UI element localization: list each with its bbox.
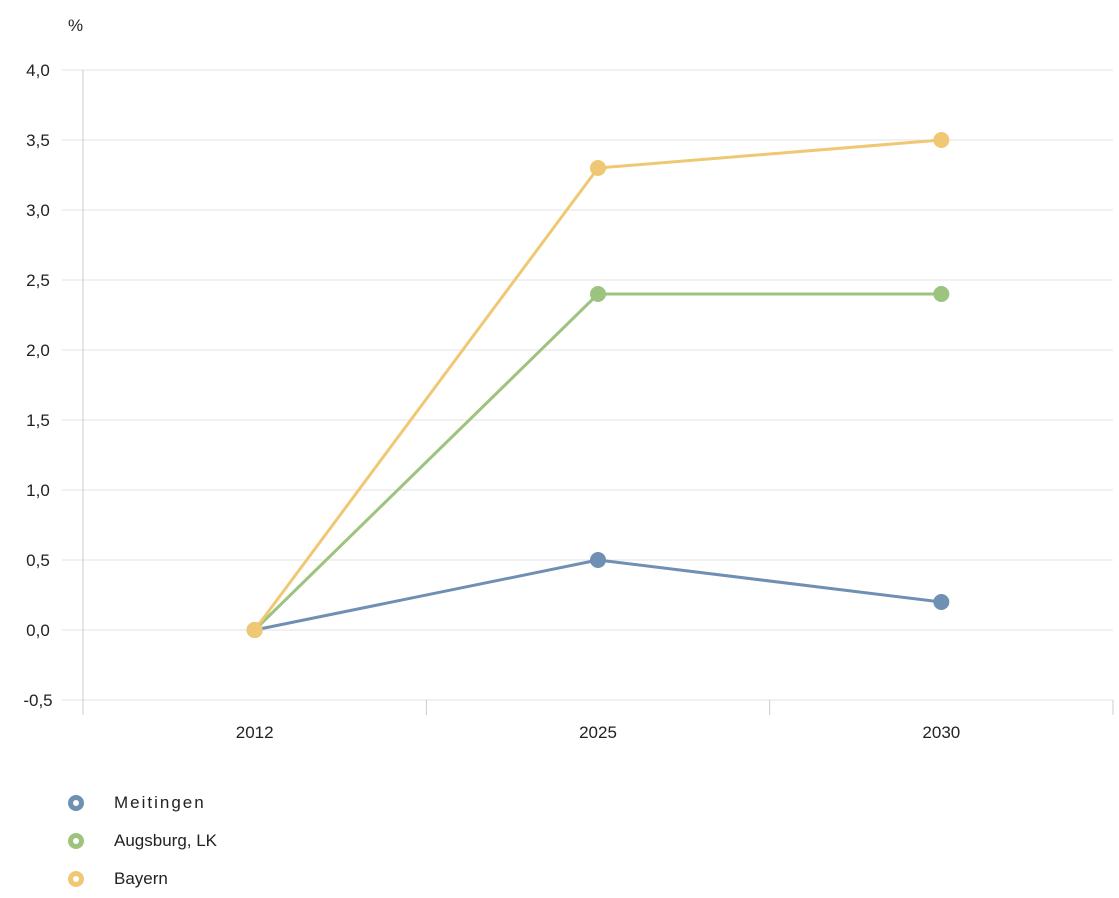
grid-lines: [62, 69, 1113, 701]
data-point-bayern[interactable]: [590, 160, 606, 176]
data-point-augsburg-lk[interactable]: [933, 286, 950, 302]
series-line-meitingen: [254, 558, 942, 632]
legend-marker-bayern: [68, 871, 84, 887]
y-tick-label: 4,0: [26, 61, 50, 80]
data-point-augsburg-lk[interactable]: [590, 286, 606, 302]
y-tick-labels: -0,5 0,0 0,5 1,0 1,5 2,0 2,5 3,0 3,5 4,0: [23, 61, 52, 710]
legend-item-meitingen[interactable]: Meitingen: [68, 784, 217, 822]
legend-marker-meitingen: [68, 795, 84, 811]
legend-item-bayern[interactable]: Bayern: [68, 860, 217, 898]
legend-item-augsburg-lk[interactable]: Augsburg, LK: [68, 822, 217, 860]
y-tick-label: 2,5: [26, 271, 50, 290]
legend-label-meitingen: Meitingen: [114, 793, 206, 812]
x-tick-label: 2012: [236, 723, 274, 742]
series-group: [246, 132, 950, 638]
legend-marker-augsburg-lk: [68, 833, 84, 849]
y-tick-label: 0,5: [26, 551, 50, 570]
y-tick-label: 1,0: [26, 481, 50, 500]
x-tick-label: 2030: [922, 723, 960, 742]
y-axis-unit-label: %: [68, 16, 83, 35]
y-tick-label: 2,0: [26, 341, 50, 360]
x-tick-label: 2025: [579, 723, 617, 742]
y-tick-label: 0,0: [26, 621, 50, 640]
legend: Meitingen Augsburg, LK Bayern: [68, 784, 217, 898]
data-point-meitingen[interactable]: [590, 552, 606, 568]
x-tick-labels: 2012 2025 2030: [236, 723, 960, 742]
y-tick-label: 3,0: [26, 201, 50, 220]
data-point-meitingen[interactable]: [933, 594, 950, 610]
series-line-augsburg-lk: [253, 292, 942, 632]
y-tick-label: 3,5: [26, 131, 50, 150]
data-point-bayern[interactable]: [246, 622, 263, 638]
y-tick-label: -0,5: [23, 691, 52, 710]
axes: [82, 70, 1114, 715]
line-chart: % -0,50,00,51,01,52,02,53,03,54,0 2012 20…: [23, 16, 1114, 742]
legend-label-bayern: Bayern: [114, 869, 168, 888]
data-point-bayern[interactable]: [933, 132, 950, 148]
y-tick-label: 1,5: [26, 411, 50, 430]
legend-label-augsburg-lk: Augsburg, LK: [114, 831, 218, 850]
